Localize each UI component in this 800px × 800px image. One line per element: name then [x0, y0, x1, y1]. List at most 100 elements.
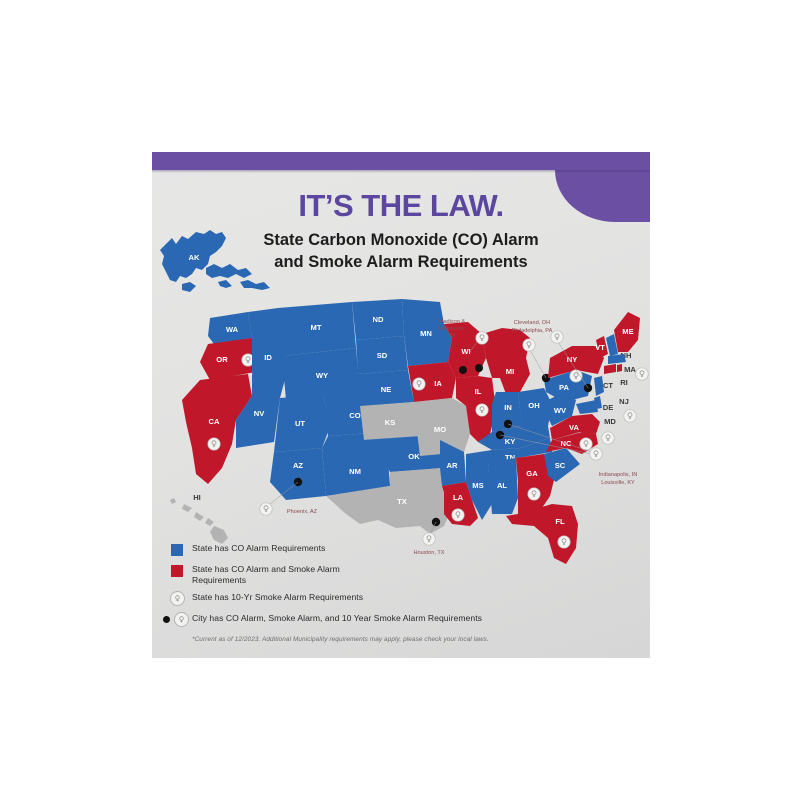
state-label-SD: SD: [377, 351, 388, 360]
state-MN[interactable]: MN: [402, 299, 452, 366]
state-label-SC: SC: [555, 461, 566, 470]
state-TX[interactable]: TX: [326, 468, 452, 534]
state-MD[interactable]: MD: [576, 400, 616, 445]
callout-line-3: WI: [449, 333, 456, 339]
state-GA[interactable]: GA: [516, 454, 556, 514]
state-MO[interactable]: MO: [414, 398, 470, 456]
state-ME[interactable]: ME: [614, 312, 640, 352]
state-OH[interactable]: OH: [518, 388, 552, 428]
callout-cleveland-line-1: Cleveland, OH: [514, 320, 550, 326]
state-NY[interactable]: NY: [548, 346, 604, 383]
state-TN[interactable]: TN: [466, 438, 552, 464]
state-ID[interactable]: ID: [248, 308, 288, 402]
state-VT[interactable]: VT: [595, 336, 608, 358]
state-SC[interactable]: SC: [544, 448, 580, 482]
state-label-VT: VT: [595, 343, 605, 352]
footnote: *Current as of 12/2023. Additional Munic…: [192, 636, 489, 643]
state-label-NM: NM: [349, 467, 361, 476]
state-label-IA: IA: [434, 379, 442, 388]
state-label-MI: MI: [506, 367, 514, 376]
city-dot-houston: [431, 517, 441, 527]
state-CT[interactable]: CT: [603, 364, 616, 390]
state-LA[interactable]: LA: [442, 482, 478, 526]
subtitle-line-1: State Carbon Monoxide (CO) Alarm: [263, 231, 539, 249]
callout-indy-line-1: Indianapolis, IN: [599, 472, 638, 478]
state-label-NH: NH: [621, 351, 632, 360]
state-KS[interactable]: KS: [360, 402, 420, 440]
state-label-GA: GA: [526, 469, 538, 478]
state-label-RI: RI: [620, 378, 628, 387]
callout-phoenix: Phoenix, AZ: [259, 481, 318, 516]
callout-phoenix-label: Phoenix, AZ: [287, 509, 318, 515]
legend-item-10yr[interactable]: State has 10-Yr Smoke Alarm Requirements: [162, 591, 562, 607]
state-MT[interactable]: MT: [278, 302, 356, 356]
state-label-PA: PA: [559, 383, 570, 392]
state-label-WI: WI: [461, 347, 470, 356]
callout-madison-milwaukee: Madison & Milwaukee, WI: [438, 319, 489, 353]
state-label-MN: MN: [420, 329, 432, 338]
legend-label-city: City has CO Alarm, Smoke Alarm, and 10 Y…: [192, 613, 482, 624]
state-NE[interactable]: NE: [358, 370, 414, 406]
state-ND[interactable]: ND: [352, 299, 404, 340]
callout-line-2: Milwaukee,: [438, 326, 466, 332]
state-SD[interactable]: SD: [356, 336, 408, 374]
state-AK[interactable]: AK: [160, 230, 270, 292]
state-AR[interactable]: AR: [440, 440, 466, 486]
state-NV[interactable]: NV: [236, 374, 280, 448]
state-NH[interactable]: NH: [606, 334, 631, 360]
pin-icon-MD: [601, 431, 615, 445]
state-MI[interactable]: MI: [482, 328, 530, 394]
state-label-ND: ND: [373, 315, 384, 324]
state-label-LA: LA: [453, 493, 464, 502]
callout-cleveland-line-2: Philadelphia, PA: [512, 328, 553, 334]
state-AZ[interactable]: AZ: [270, 448, 326, 500]
city-dot-madison: [459, 366, 467, 374]
state-VA[interactable]: VA: [550, 414, 600, 440]
pin-icon-MA: [635, 367, 649, 381]
state-IL[interactable]: IL: [456, 376, 496, 442]
state-label-OK: OK: [408, 452, 420, 461]
state-FL[interactable]: FL: [506, 504, 578, 564]
state-label-AK: AK: [189, 253, 200, 262]
state-MS[interactable]: MS: [466, 462, 492, 520]
state-OR[interactable]: OR: [200, 338, 256, 380]
legend-item-co[interactable]: State has CO Alarm Requirements: [162, 542, 562, 558]
state-label-CO: CO: [349, 411, 360, 420]
state-HI[interactable]: HI: [170, 493, 228, 544]
callout-houston-label: Houston, TX: [414, 550, 445, 556]
state-IA[interactable]: IA: [408, 362, 456, 402]
state-label-IN: IN: [504, 403, 512, 412]
pin-icon-IA: [412, 377, 426, 391]
state-label-NE: NE: [381, 385, 392, 394]
state-NJ[interactable]: NJ: [594, 376, 637, 423]
state-WA[interactable]: WA: [208, 312, 252, 344]
state-WI[interactable]: WI: [444, 322, 486, 378]
us-map: AK HI WA: [152, 152, 650, 658]
blue-swatch-icon: [162, 542, 192, 557]
state-label-OR: OR: [216, 355, 228, 364]
legend-item-co-smoke[interactable]: State has CO Alarm and Smoke Alarm Requi…: [162, 563, 562, 586]
state-IN[interactable]: IN: [492, 392, 522, 432]
state-label-WA: WA: [226, 325, 239, 334]
state-label-ID: ID: [264, 353, 272, 362]
callout-indianapolis-louisville: Indianapolis, IN Louisville, KY: [499, 423, 638, 486]
state-label-MA: MA: [624, 365, 636, 374]
page-subtitle: State Carbon Monoxide (CO) Alarm and Smo…: [212, 230, 590, 274]
state-WY[interactable]: WY: [282, 348, 360, 400]
state-label-NJ: NJ: [619, 397, 629, 406]
legend-label-co-smoke: State has CO Alarm and Smoke Alarm Requi…: [192, 564, 340, 586]
city-dot-indianapolis: [503, 419, 513, 429]
state-CA[interactable]: CA: [182, 374, 252, 484]
city-dot-milwaukee: [475, 364, 483, 372]
legend-item-city[interactable]: City has CO Alarm, Smoke Alarm, and 10 Y…: [162, 612, 562, 628]
legend-label-co: State has CO Alarm Requirements: [192, 543, 326, 553]
state-UT[interactable]: UT: [274, 394, 328, 452]
state-AL[interactable]: AL: [488, 458, 518, 514]
red-swatch-icon: [162, 563, 192, 578]
state-MA[interactable]: MA: [608, 354, 649, 381]
state-label-VA: VA: [569, 423, 580, 432]
state-label-NY: NY: [567, 355, 578, 364]
state-RI[interactable]: RI: [617, 364, 628, 387]
state-label-CT: CT: [603, 381, 613, 390]
state-label-IL: IL: [475, 387, 482, 396]
